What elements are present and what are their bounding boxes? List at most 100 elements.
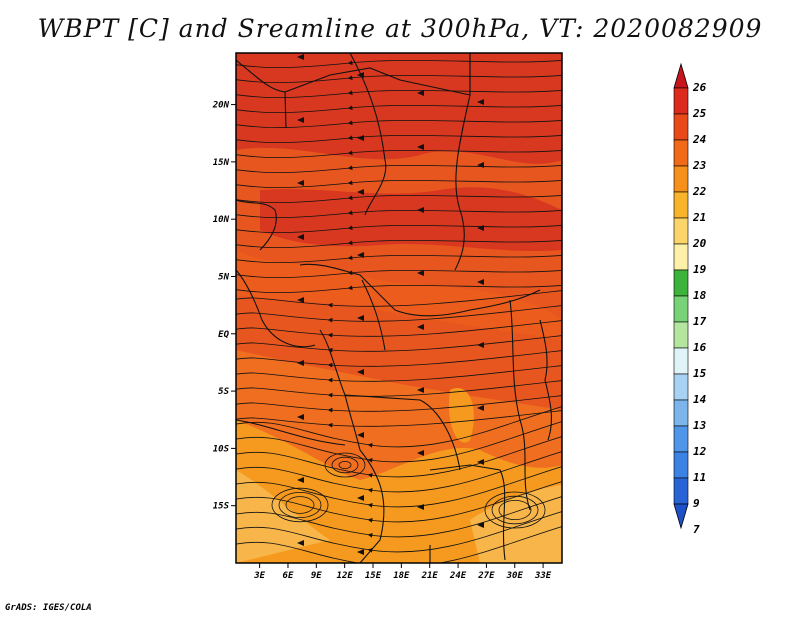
wbpt-zone-23 xyxy=(236,250,562,340)
streamline xyxy=(236,511,562,553)
streamline-arrow xyxy=(357,369,364,375)
lon-tick-label: 24E xyxy=(449,571,467,581)
colorbar-label: 25 xyxy=(692,107,707,120)
colorbar-segment xyxy=(673,425,689,453)
streamline-eddy xyxy=(498,499,532,520)
lon-tick-label: 12E xyxy=(337,571,354,581)
streamline-arrow xyxy=(297,234,304,240)
streamline-arrow xyxy=(477,225,484,231)
streamline xyxy=(236,149,562,159)
wbpt-zone-20-west xyxy=(236,470,330,563)
colorbar-bottom-arrow xyxy=(673,503,689,530)
colorbar: 26 25 24 23 22 21 20 19 18 17 16 15 14 13 12 11 9 7 xyxy=(673,62,707,536)
streamline-arrow xyxy=(297,540,304,546)
streamline-arrow xyxy=(357,495,364,501)
wbpt-zone-24-north xyxy=(236,53,562,164)
colorbar-label: 16 xyxy=(693,341,707,354)
streamline xyxy=(236,119,562,129)
colorbar-label: 22 xyxy=(692,185,707,198)
country-borders xyxy=(236,53,552,563)
colorbar-segment xyxy=(673,165,689,193)
colorbar-segment xyxy=(673,321,689,349)
streamline xyxy=(236,365,562,383)
streamline xyxy=(236,466,562,508)
lon-tick-label: 3E xyxy=(253,571,265,581)
streamline-arrow xyxy=(297,360,304,366)
streamline-arrow xyxy=(297,180,304,186)
lat-tick-label: 10S xyxy=(213,444,230,454)
streamline xyxy=(236,194,562,204)
streamline-eddy xyxy=(338,460,352,469)
streamline xyxy=(236,406,562,448)
colorbar-label: 12 xyxy=(693,445,707,458)
streamline-arrow xyxy=(477,342,484,348)
streamline xyxy=(236,421,562,463)
colorbar-label: 19 xyxy=(693,263,707,276)
colorbar-label: 24 xyxy=(692,133,707,146)
streamline-arrow xyxy=(477,279,484,285)
streamline-arrow xyxy=(417,504,424,510)
lon-tick-label: 21E xyxy=(421,571,439,581)
longitude-axis: 3E 6E 9E 12E 15E 18E 21E 24E 27E 30E 33E xyxy=(253,563,552,581)
colorbar-segment xyxy=(673,451,689,479)
lon-tick-label: 6E xyxy=(283,571,294,581)
latitude-axis: 20N 15N 10N 5N EQ 5S 10S 15S xyxy=(212,101,236,512)
colorbar-segment xyxy=(673,399,689,427)
grads-credit: GrADS: IGES/COLA xyxy=(5,603,92,613)
streamline-arrow xyxy=(417,207,424,213)
streamline-arrow xyxy=(357,252,364,258)
colorbar-label: 13 xyxy=(693,419,707,432)
streamline-arrow xyxy=(357,189,364,195)
streamline-eddy xyxy=(278,491,322,518)
streamline xyxy=(236,436,562,478)
colorbar-segment xyxy=(673,295,689,323)
colorbar-segment xyxy=(673,139,689,167)
streamline-eddy xyxy=(484,491,546,529)
colorbar-segment xyxy=(673,477,689,505)
streamline-eddy xyxy=(324,452,366,478)
streamline xyxy=(236,239,562,249)
colorbar-label: 9 xyxy=(693,497,700,510)
colorbar-top-arrow xyxy=(673,62,689,89)
streamline-arrow xyxy=(297,54,304,60)
lon-tick-label: 9E xyxy=(311,571,322,581)
streamline-eddy xyxy=(331,456,359,474)
lon-tick-label: 30E xyxy=(506,571,524,581)
streamline-arrow xyxy=(297,117,304,123)
streamline-arrow xyxy=(477,522,484,528)
streamline xyxy=(236,526,562,563)
map-frame xyxy=(235,52,563,564)
colorbar-segment xyxy=(673,217,689,245)
colorbar-label: 17 xyxy=(693,315,707,328)
streamline xyxy=(236,290,562,308)
streamline-arrow xyxy=(417,90,424,96)
streamline xyxy=(236,269,562,279)
colorbar-segment xyxy=(673,269,689,297)
streamline xyxy=(236,320,562,338)
streamline xyxy=(236,496,562,538)
colorbar-label: 14 xyxy=(693,393,707,406)
streamline-arrow xyxy=(357,135,364,141)
streamline xyxy=(236,209,562,219)
streamline-eddy xyxy=(285,496,315,514)
streamline-arrow xyxy=(357,315,364,321)
streamlines xyxy=(236,54,562,563)
lat-tick-label: 15N xyxy=(213,158,230,168)
streamline xyxy=(236,410,562,428)
streamline-arrow xyxy=(477,405,484,411)
colorbar-label: 7 xyxy=(693,523,700,536)
wbpt-patch xyxy=(449,388,474,443)
lat-tick-label: 15S xyxy=(213,502,230,512)
streamline xyxy=(236,350,562,368)
colorbar-label: 20 xyxy=(692,237,707,250)
streamline xyxy=(236,164,562,174)
streamline-arrow xyxy=(297,297,304,303)
streamline xyxy=(236,380,562,398)
streamline xyxy=(236,104,562,114)
streamline xyxy=(236,134,562,144)
streamline xyxy=(236,481,562,523)
wbpt-fill-field xyxy=(236,53,562,563)
colorbar-label: 11 xyxy=(693,471,706,484)
colorbar-segment xyxy=(673,243,689,271)
streamline xyxy=(236,305,562,323)
